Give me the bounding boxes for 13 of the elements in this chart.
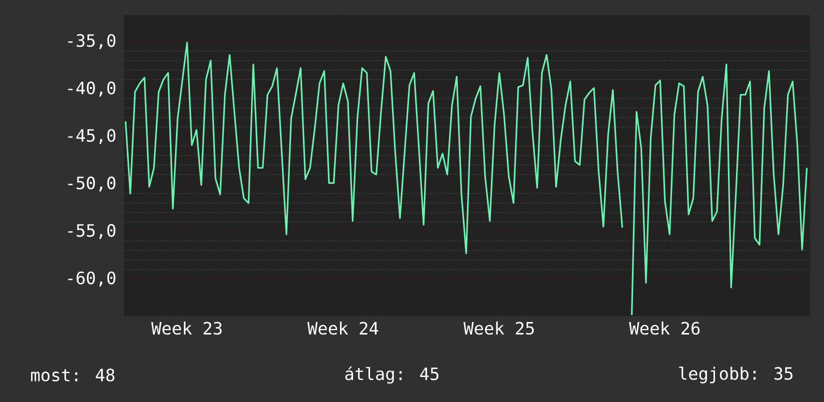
text: most: 48 xyxy=(31,368,114,382)
x-tick-label: Week 26 xyxy=(629,322,700,335)
x-tick-label: Week 23 xyxy=(151,322,222,335)
y-tick-label: -60,0 xyxy=(68,271,116,286)
y-tick-label: -35,0 xyxy=(68,34,116,50)
text: legjobb: 35 xyxy=(679,366,792,384)
y-tick-label: -50,0 xyxy=(68,176,116,192)
text: átlag: 45 xyxy=(345,366,438,384)
y-tick-label: -45,0 xyxy=(68,129,116,144)
y-tick-label: -55,0 xyxy=(68,224,116,239)
x-tick-label: Week 24 xyxy=(307,322,378,335)
x-tick-label: Week 25 xyxy=(463,322,534,335)
y-tick-label: -40,0 xyxy=(68,82,116,97)
